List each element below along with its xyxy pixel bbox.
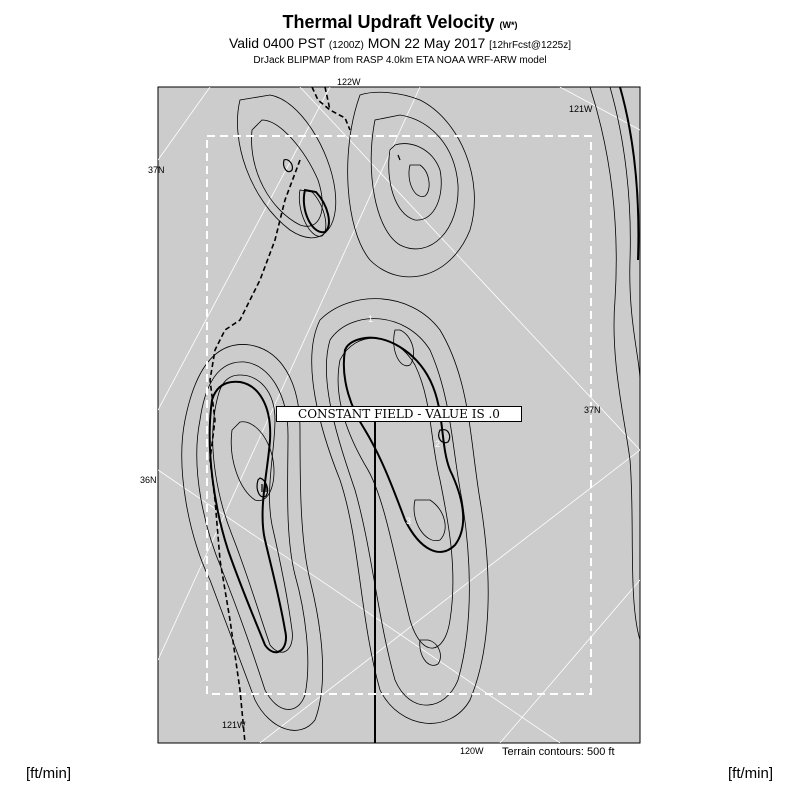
terrain-contours-note: Terrain contours: 500 ft — [502, 746, 615, 758]
lon-label-121w-top: 121W — [569, 104, 593, 114]
boundary-line — [209, 87, 351, 743]
lon-label-122w: 122W — [337, 77, 361, 87]
valid-time: Valid 0400 PST (1200Z) MON 22 May 2017 [… — [0, 35, 800, 51]
map-content — [158, 87, 640, 743]
contours — [181, 87, 640, 731]
lat-label-37n-right: 37N — [584, 405, 601, 415]
contour-label-1: 1 — [368, 314, 374, 324]
title-unit: (W*) — [499, 20, 518, 30]
zero-contours — [208, 87, 640, 743]
units-left: [ft/min] — [26, 765, 72, 782]
valid-utc: (1200Z) — [328, 40, 364, 51]
valid-date: MON 22 May 2017 — [367, 35, 486, 51]
model-credit: DrJack BLIPMAP from RASP 4.0km ETA NOAA … — [253, 55, 547, 66]
valid-prefix: Valid 0400 PST — [228, 35, 325, 51]
contour-label-2: 2 — [435, 439, 441, 449]
inner-domain-box — [206, 135, 592, 695]
chart-title: Thermal Updraft Velocity (W*) — [0, 12, 800, 33]
lon-label-121w-bottom: 121W — [222, 720, 246, 730]
contour-label-3: 3 — [406, 516, 412, 526]
lat-label-37n-left: 37N — [148, 165, 165, 175]
lat-label-36n: 36N — [140, 475, 157, 485]
constant-field-message: CONSTANT FIELD - VALUE IS .0 — [276, 406, 522, 422]
forecast-info: [12hrFcst@1225z] — [489, 40, 572, 51]
units-right: [ft/min] — [727, 765, 773, 782]
title-text: Thermal Updraft Velocity — [282, 12, 495, 32]
lon-label-120w: 120W — [460, 746, 484, 756]
